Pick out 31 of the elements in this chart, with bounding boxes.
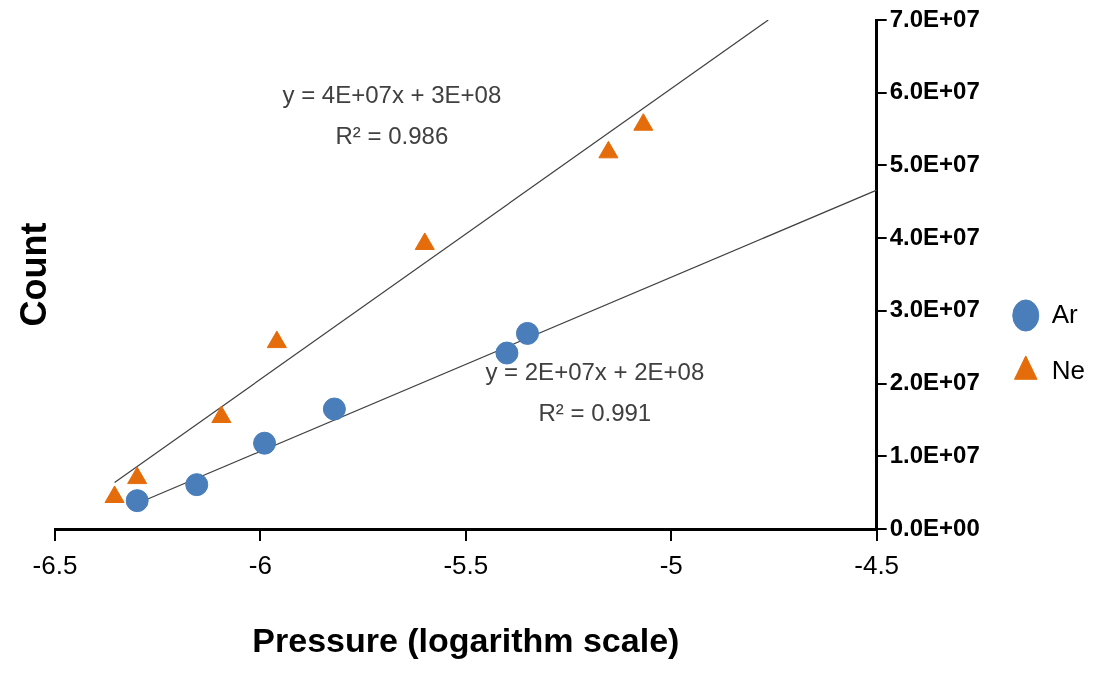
x-tick-label: -6 xyxy=(248,549,272,580)
point xyxy=(495,341,519,365)
annotation: R² = 0.986 xyxy=(335,121,449,149)
x-tick-label: -4.5 xyxy=(854,549,900,580)
y-tick-label: 0.0E+00 xyxy=(889,513,980,541)
annotation: R² = 0.991 xyxy=(538,398,652,426)
y-tick-label: 7.0E+07 xyxy=(889,4,980,32)
point xyxy=(322,397,346,421)
x-tick-label: -5.5 xyxy=(443,549,489,580)
x-tick-label: -5 xyxy=(659,549,683,580)
legend-label: Ne xyxy=(1051,354,1086,385)
y-tick-label: 3.0E+07 xyxy=(889,295,980,323)
point xyxy=(185,473,209,497)
point xyxy=(253,431,277,455)
annotation: y = 2E+07x + 2E+08 xyxy=(485,358,705,386)
x-tick-label: -6.5 xyxy=(32,549,78,580)
point xyxy=(515,321,539,345)
y-tick-label: 4.0E+07 xyxy=(889,222,980,250)
y-tick-label: 2.0E+07 xyxy=(889,368,980,396)
y-tick-label: 6.0E+07 xyxy=(889,77,980,105)
annotation: y = 4E+07x + 3E+08 xyxy=(282,80,502,108)
point xyxy=(266,330,287,349)
y-tick-label: 5.0E+07 xyxy=(889,150,980,178)
y-axis-title: Count xyxy=(12,222,54,327)
legend-label: Ar xyxy=(1051,298,1079,329)
y-tick-label: 1.0E+07 xyxy=(889,440,980,468)
point xyxy=(414,232,435,250)
x-axis-title: Pressure (logarithm scale) xyxy=(252,620,680,659)
point xyxy=(598,140,619,159)
point xyxy=(125,489,149,513)
point xyxy=(633,113,654,131)
